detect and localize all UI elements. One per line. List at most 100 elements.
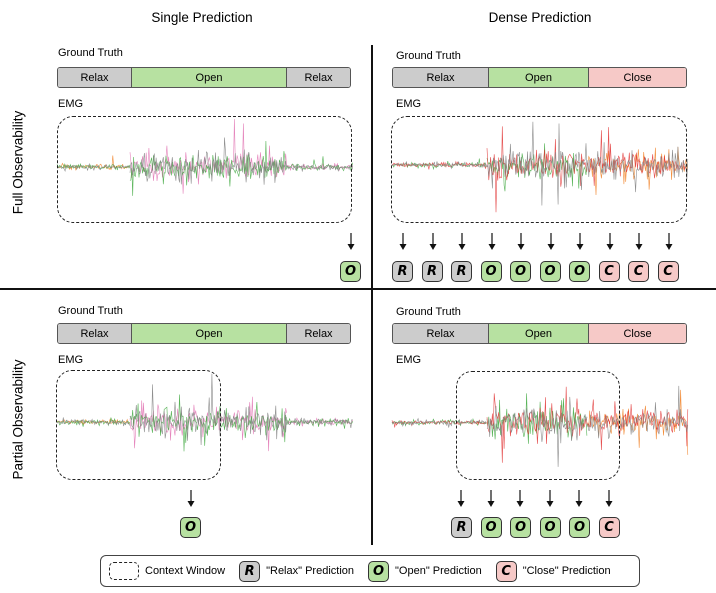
prediction-row: O <box>340 261 361 282</box>
ground-truth-bar: Relax Open Close <box>392 67 687 88</box>
segment-relax: Relax <box>286 324 350 343</box>
segment-relax: Relax <box>58 68 131 87</box>
legend-close-label: "Close" Prediction <box>522 565 611 577</box>
arrow-down-icon <box>429 233 436 250</box>
emg-trace <box>129 137 287 185</box>
emg-trace <box>586 385 689 439</box>
ground-truth-label: Ground Truth <box>396 50 461 62</box>
close-prediction-icon: C <box>628 261 649 282</box>
legend: Context Window R "Relax" Prediction O "O… <box>100 555 640 587</box>
ground-truth-label: Ground Truth <box>58 305 123 317</box>
emg-trace <box>486 396 588 467</box>
emg-trace <box>286 417 353 429</box>
relax-prediction-icon: R <box>421 261 443 282</box>
arrow-down-icon <box>187 490 195 507</box>
open-prediction-icon: O <box>180 517 201 538</box>
segment-relax: Relax <box>393 324 488 343</box>
legend-context-window: Context Window <box>109 562 225 580</box>
arrow-down-icon <box>488 233 495 250</box>
open-prediction-icon: O <box>340 261 361 282</box>
arrow-down-icon <box>458 233 466 250</box>
relax-prediction-icon: R <box>239 560 261 582</box>
emg-trace <box>56 162 131 173</box>
emg-label: EMG <box>58 98 84 110</box>
context-window-swatch <box>109 562 139 580</box>
segment-open: Open <box>488 68 588 87</box>
arrow-down-icon <box>547 233 554 250</box>
emg-trace <box>286 417 353 429</box>
emg-signal <box>56 119 353 196</box>
close-prediction-icon: C <box>598 517 620 538</box>
emg-trace <box>56 417 131 427</box>
ground-truth-label: Ground Truth <box>58 47 123 59</box>
emg-trace <box>486 386 588 463</box>
emg-label: EMG <box>58 354 84 366</box>
segment-close: Close <box>588 68 686 87</box>
segment-relax: Relax <box>286 68 350 87</box>
segment-relax: Relax <box>58 324 131 343</box>
arrow-down-icon <box>517 233 525 250</box>
open-prediction-icon: O <box>539 517 561 538</box>
relax-prediction-icon: R <box>392 261 413 282</box>
arrow-down-icon <box>516 490 524 507</box>
emg-trace <box>56 416 131 427</box>
open-prediction-icon: O <box>569 517 590 538</box>
relax-prediction-icon: R <box>451 517 472 538</box>
legend-relax-label: "Relax" Prediction <box>266 565 354 577</box>
emg-trace <box>129 394 287 452</box>
arrow-down-icon <box>665 233 672 250</box>
horizontal-divider <box>0 288 716 290</box>
arrow-down-icon <box>605 490 612 507</box>
open-prediction-icon: O <box>480 517 502 538</box>
segment-close: Close <box>588 324 686 343</box>
close-prediction-icon: C <box>495 560 517 582</box>
open-prediction-icon: O <box>368 560 389 582</box>
prediction-row: O <box>180 517 201 538</box>
ground-truth-bar: Relax Open Close <box>392 323 687 344</box>
legend-open-label: "Open" Prediction <box>395 565 482 577</box>
open-prediction-icon: O <box>480 261 502 282</box>
emg-signal <box>391 121 689 213</box>
arrow-down-icon <box>347 233 355 250</box>
row-title-partial: Partial Observability <box>10 359 26 480</box>
context-window <box>56 370 221 480</box>
segment-open: Open <box>131 68 286 87</box>
emg-trace <box>391 417 487 428</box>
open-prediction-icon: O <box>510 517 531 538</box>
legend-close: C "Close" Prediction <box>495 560 611 582</box>
context-window <box>391 116 687 223</box>
emg-signal <box>56 373 353 452</box>
emg-signal <box>391 385 689 467</box>
emg-trace <box>391 160 487 170</box>
open-prediction-icon: O <box>539 261 561 282</box>
legend-relax: R "Relax" Prediction <box>239 560 354 582</box>
ground-truth-bar: Relax Open Relax <box>57 67 351 88</box>
arrow-down-icon <box>635 233 643 250</box>
segment-open: Open <box>488 324 588 343</box>
emg-trace <box>56 155 130 172</box>
relax-prediction-icon: R <box>451 261 472 282</box>
context-window <box>456 371 620 480</box>
arrow-down-icon <box>606 233 613 250</box>
row-title-full: Full Observability <box>10 110 26 215</box>
open-prediction-icon: O <box>569 261 590 282</box>
emg-label: EMG <box>396 354 422 366</box>
emg-trace <box>486 126 588 213</box>
legend-context-window-label: Context Window <box>145 565 226 577</box>
arrow-down-icon <box>457 490 465 507</box>
close-prediction-icon: C <box>598 261 620 282</box>
ground-truth-label: Ground Truth <box>396 306 461 318</box>
emg-trace <box>286 162 353 172</box>
arrow-down-icon <box>546 490 553 507</box>
close-prediction-icon: C <box>657 261 679 282</box>
segment-relax: Relax <box>393 68 488 87</box>
emg-trace <box>586 389 689 455</box>
context-window <box>57 116 352 223</box>
vertical-divider <box>371 45 373 545</box>
arrow-down-icon <box>399 233 407 250</box>
column-title-single: Single Prediction <box>151 10 253 25</box>
emg-label: EMG <box>396 98 422 110</box>
